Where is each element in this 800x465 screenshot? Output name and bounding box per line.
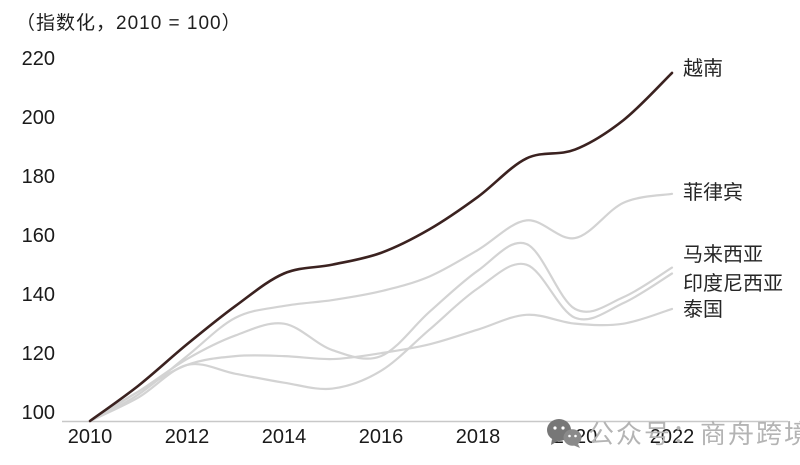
y-tick-label-160: 160 (21, 225, 55, 247)
series-label-vietnam: 越南 (683, 57, 723, 80)
chart-title: （指数化，2010 = 100） (16, 13, 242, 34)
series-label-indonesia: 印度尼西亚 (683, 272, 783, 295)
series-line-indonesia (88, 262, 674, 423)
wechat-icon (546, 418, 582, 448)
y-tick-label-100: 100 (21, 402, 55, 424)
y-tick-label-220: 220 (21, 48, 55, 70)
y-tick-label-120: 120 (21, 343, 55, 365)
y-tick-label-180: 180 (21, 166, 55, 188)
x-tick-label-2014: 2014 (261, 426, 307, 448)
watermark-text: 公众号：商舟跨境 (588, 419, 800, 449)
series-label-malaysia: 马来西亚 (683, 243, 763, 266)
series-line-philippines (88, 192, 674, 423)
x-tick-label-2012: 2012 (164, 426, 210, 448)
x-tick-label-2016: 2016 (358, 426, 404, 448)
series-line-vietnam (88, 71, 674, 423)
series-label-philippines: 菲律宾 (683, 181, 743, 204)
x-tick-label-2010: 2010 (67, 426, 113, 448)
series-line-malaysia (88, 241, 674, 423)
y-tick-label-200: 200 (21, 107, 55, 129)
x-tick-label-2018: 2018 (455, 426, 501, 448)
series-label-thailand: 泰国 (683, 298, 723, 321)
y-tick-label-140: 140 (21, 284, 55, 306)
watermark: 公众号：商舟跨境 (546, 414, 800, 451)
x-tick-label-2022: 2022 (649, 426, 695, 448)
